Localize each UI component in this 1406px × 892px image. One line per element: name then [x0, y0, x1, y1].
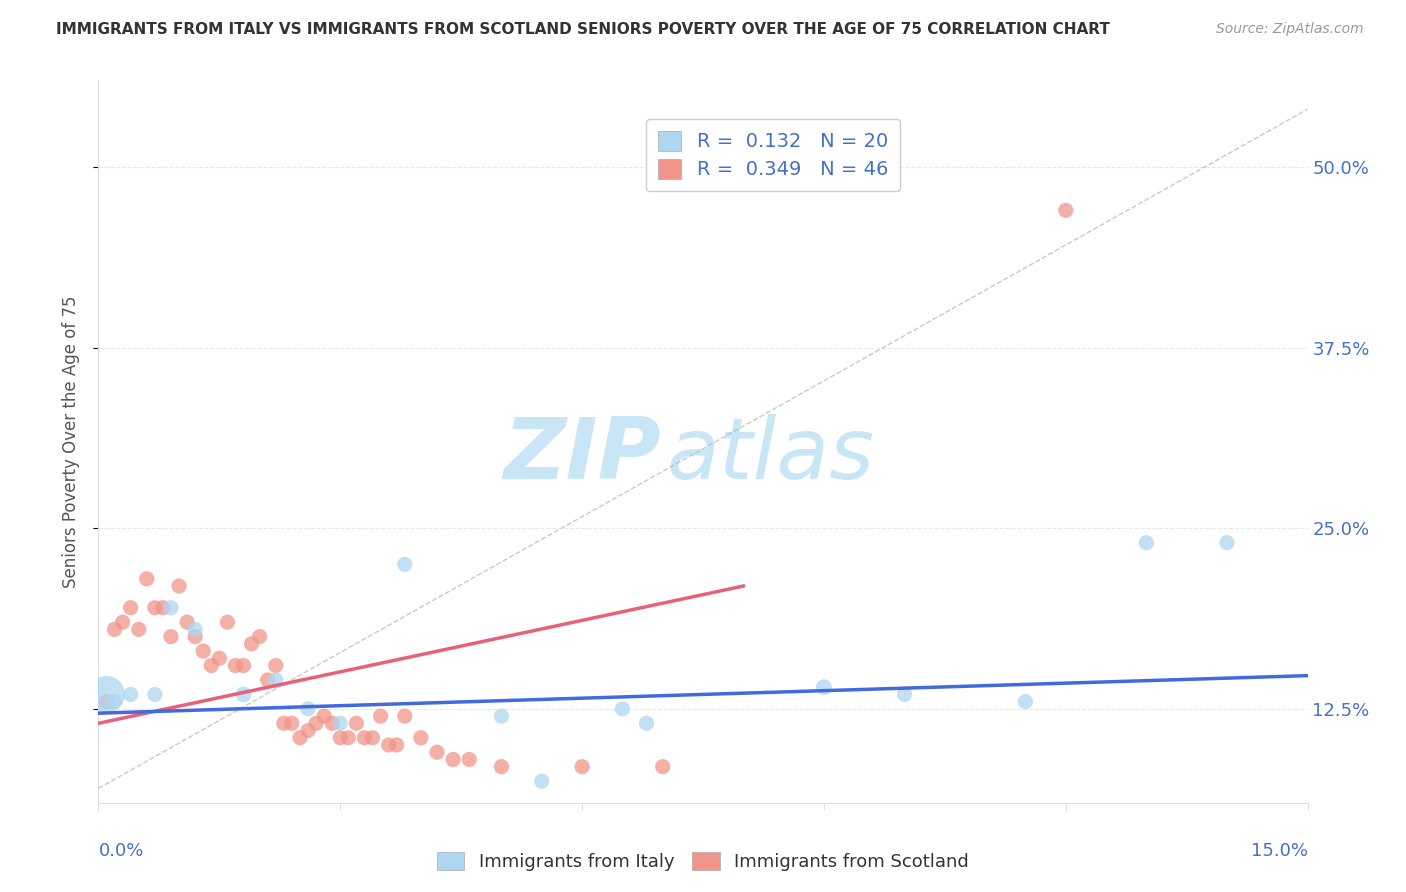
Point	[160, 600, 183, 615]
Point	[200, 658, 222, 673]
Point	[249, 630, 271, 644]
Point	[297, 702, 319, 716]
Point	[571, 760, 593, 774]
Point	[1135, 535, 1157, 549]
Point	[103, 623, 125, 637]
Point	[893, 687, 915, 701]
Point	[1014, 695, 1036, 709]
Point	[135, 572, 157, 586]
Point	[224, 658, 246, 673]
Legend: R =  0.132   N = 20, R =  0.349   N = 46: R = 0.132 N = 20, R = 0.349 N = 46	[647, 119, 900, 191]
Point	[120, 687, 142, 701]
Point	[1054, 203, 1077, 218]
Point	[297, 723, 319, 738]
Point	[394, 709, 416, 723]
Point	[217, 615, 239, 630]
Point	[176, 615, 198, 630]
Point	[111, 615, 134, 630]
Point	[530, 774, 553, 789]
Point	[193, 644, 215, 658]
Point	[813, 680, 835, 694]
Text: atlas: atlas	[666, 415, 875, 498]
Point	[96, 695, 118, 709]
Point	[120, 600, 142, 615]
Point	[208, 651, 231, 665]
Y-axis label: Seniors Poverty Over the Age of 75: Seniors Poverty Over the Age of 75	[62, 295, 80, 588]
Point	[256, 673, 278, 687]
Point	[96, 687, 118, 701]
Point	[143, 687, 166, 701]
Point	[612, 702, 634, 716]
Point	[337, 731, 360, 745]
Point	[160, 630, 183, 644]
Legend: Immigrants from Italy, Immigrants from Scotland: Immigrants from Italy, Immigrants from S…	[430, 845, 976, 879]
Point	[353, 731, 375, 745]
Point	[385, 738, 408, 752]
Point	[361, 731, 384, 745]
Point	[491, 709, 513, 723]
Point	[128, 623, 150, 637]
Point	[394, 558, 416, 572]
Point	[143, 600, 166, 615]
Point	[636, 716, 658, 731]
Point	[458, 752, 481, 766]
Point	[264, 658, 287, 673]
Point	[329, 716, 352, 731]
Point	[329, 731, 352, 745]
Text: Source: ZipAtlas.com: Source: ZipAtlas.com	[1216, 22, 1364, 37]
Point	[103, 695, 125, 709]
Text: 15.0%: 15.0%	[1250, 842, 1308, 860]
Point	[273, 716, 295, 731]
Point	[232, 658, 254, 673]
Point	[314, 709, 336, 723]
Point	[264, 673, 287, 687]
Point	[184, 623, 207, 637]
Point	[240, 637, 263, 651]
Point	[409, 731, 432, 745]
Text: IMMIGRANTS FROM ITALY VS IMMIGRANTS FROM SCOTLAND SENIORS POVERTY OVER THE AGE O: IMMIGRANTS FROM ITALY VS IMMIGRANTS FROM…	[56, 22, 1111, 37]
Point	[651, 760, 673, 774]
Point	[305, 716, 328, 731]
Point	[441, 752, 464, 766]
Point	[344, 716, 367, 731]
Text: 0.0%: 0.0%	[98, 842, 143, 860]
Point	[232, 687, 254, 701]
Point	[370, 709, 392, 723]
Point	[321, 716, 343, 731]
Point	[377, 738, 399, 752]
Point	[1216, 535, 1239, 549]
Text: ZIP: ZIP	[503, 415, 661, 498]
Point	[491, 760, 513, 774]
Point	[167, 579, 190, 593]
Point	[152, 600, 174, 615]
Point	[288, 731, 311, 745]
Point	[426, 745, 449, 759]
Point	[281, 716, 304, 731]
Point	[184, 630, 207, 644]
